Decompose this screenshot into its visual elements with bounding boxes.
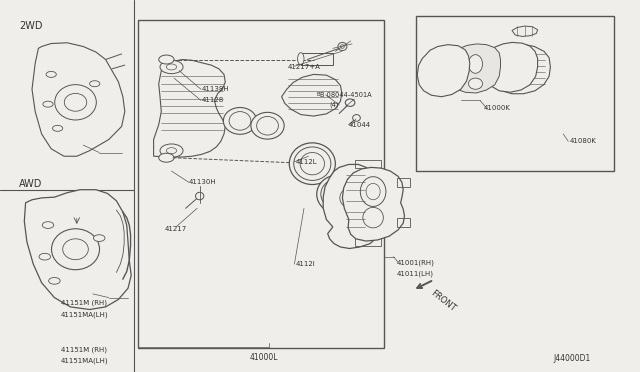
Text: 41001(RH): 41001(RH) — [397, 259, 435, 266]
Ellipse shape — [363, 208, 383, 228]
Ellipse shape — [229, 112, 251, 130]
Circle shape — [159, 55, 174, 64]
Text: AWD: AWD — [19, 179, 43, 189]
Ellipse shape — [346, 99, 355, 106]
Bar — [355, 237, 381, 246]
Polygon shape — [490, 45, 550, 94]
Ellipse shape — [63, 239, 88, 260]
Text: 4112L: 4112L — [296, 159, 317, 165]
Ellipse shape — [321, 179, 355, 209]
Ellipse shape — [353, 115, 360, 121]
Ellipse shape — [338, 42, 347, 51]
Text: 41151M (RH): 41151M (RH) — [61, 300, 107, 307]
Ellipse shape — [340, 187, 364, 209]
Bar — [416, 16, 614, 171]
Ellipse shape — [468, 78, 483, 89]
Polygon shape — [451, 44, 500, 93]
Bar — [301, 53, 333, 65]
Bar — [397, 218, 410, 227]
Text: 41151MA(LH): 41151MA(LH) — [61, 357, 108, 364]
Text: 41217+A: 41217+A — [288, 64, 321, 70]
Ellipse shape — [55, 84, 96, 120]
Polygon shape — [512, 26, 538, 36]
Polygon shape — [417, 45, 470, 97]
Circle shape — [39, 253, 51, 260]
Circle shape — [43, 101, 53, 107]
Ellipse shape — [346, 193, 358, 203]
Text: 41000K: 41000K — [483, 105, 510, 111]
Ellipse shape — [294, 147, 331, 180]
Circle shape — [166, 64, 177, 70]
Ellipse shape — [51, 229, 100, 270]
Circle shape — [93, 235, 105, 241]
Polygon shape — [24, 190, 131, 310]
Ellipse shape — [251, 112, 284, 139]
Ellipse shape — [366, 183, 380, 200]
Circle shape — [52, 125, 63, 131]
Text: 41000L: 41000L — [250, 353, 278, 362]
Text: FRONT: FRONT — [429, 288, 457, 313]
Circle shape — [90, 81, 100, 87]
Circle shape — [311, 90, 326, 99]
Text: 41080K: 41080K — [570, 138, 596, 144]
Text: 41151MA(LH): 41151MA(LH) — [61, 311, 108, 318]
Polygon shape — [154, 60, 225, 157]
Circle shape — [160, 144, 183, 157]
Text: 41011(LH): 41011(LH) — [397, 270, 434, 277]
Ellipse shape — [291, 157, 298, 170]
Polygon shape — [282, 74, 342, 116]
Text: B: B — [317, 92, 321, 97]
Ellipse shape — [289, 143, 335, 185]
Ellipse shape — [196, 192, 204, 200]
Ellipse shape — [360, 177, 386, 206]
Text: 4112I: 4112I — [296, 261, 316, 267]
Text: 41138H: 41138H — [202, 86, 229, 92]
Text: J44000D1: J44000D1 — [554, 355, 591, 363]
Ellipse shape — [257, 116, 278, 135]
Circle shape — [159, 153, 174, 162]
Text: B 08044-4501A: B 08044-4501A — [320, 92, 372, 98]
Ellipse shape — [298, 53, 304, 65]
Text: (4): (4) — [330, 102, 339, 108]
Text: 41130H: 41130H — [189, 179, 216, 185]
Ellipse shape — [327, 184, 349, 205]
Text: 41217: 41217 — [165, 226, 188, 232]
Ellipse shape — [300, 153, 324, 175]
Ellipse shape — [317, 175, 359, 214]
Ellipse shape — [340, 45, 344, 48]
Circle shape — [166, 148, 177, 154]
Polygon shape — [485, 42, 538, 92]
Circle shape — [46, 71, 56, 77]
Ellipse shape — [223, 108, 257, 134]
Bar — [294, 157, 326, 170]
Circle shape — [160, 60, 183, 74]
Text: 41044: 41044 — [349, 122, 371, 128]
Text: 41128: 41128 — [202, 97, 224, 103]
Polygon shape — [342, 167, 404, 241]
Circle shape — [42, 222, 54, 228]
Bar — [355, 160, 381, 168]
Polygon shape — [323, 164, 381, 248]
Bar — [138, 20, 384, 348]
Ellipse shape — [64, 93, 87, 111]
Text: 2WD: 2WD — [19, 21, 43, 31]
Polygon shape — [32, 43, 125, 156]
Circle shape — [49, 278, 60, 284]
Ellipse shape — [468, 55, 483, 73]
Bar — [397, 178, 410, 187]
Text: 41151M (RH): 41151M (RH) — [61, 346, 107, 353]
